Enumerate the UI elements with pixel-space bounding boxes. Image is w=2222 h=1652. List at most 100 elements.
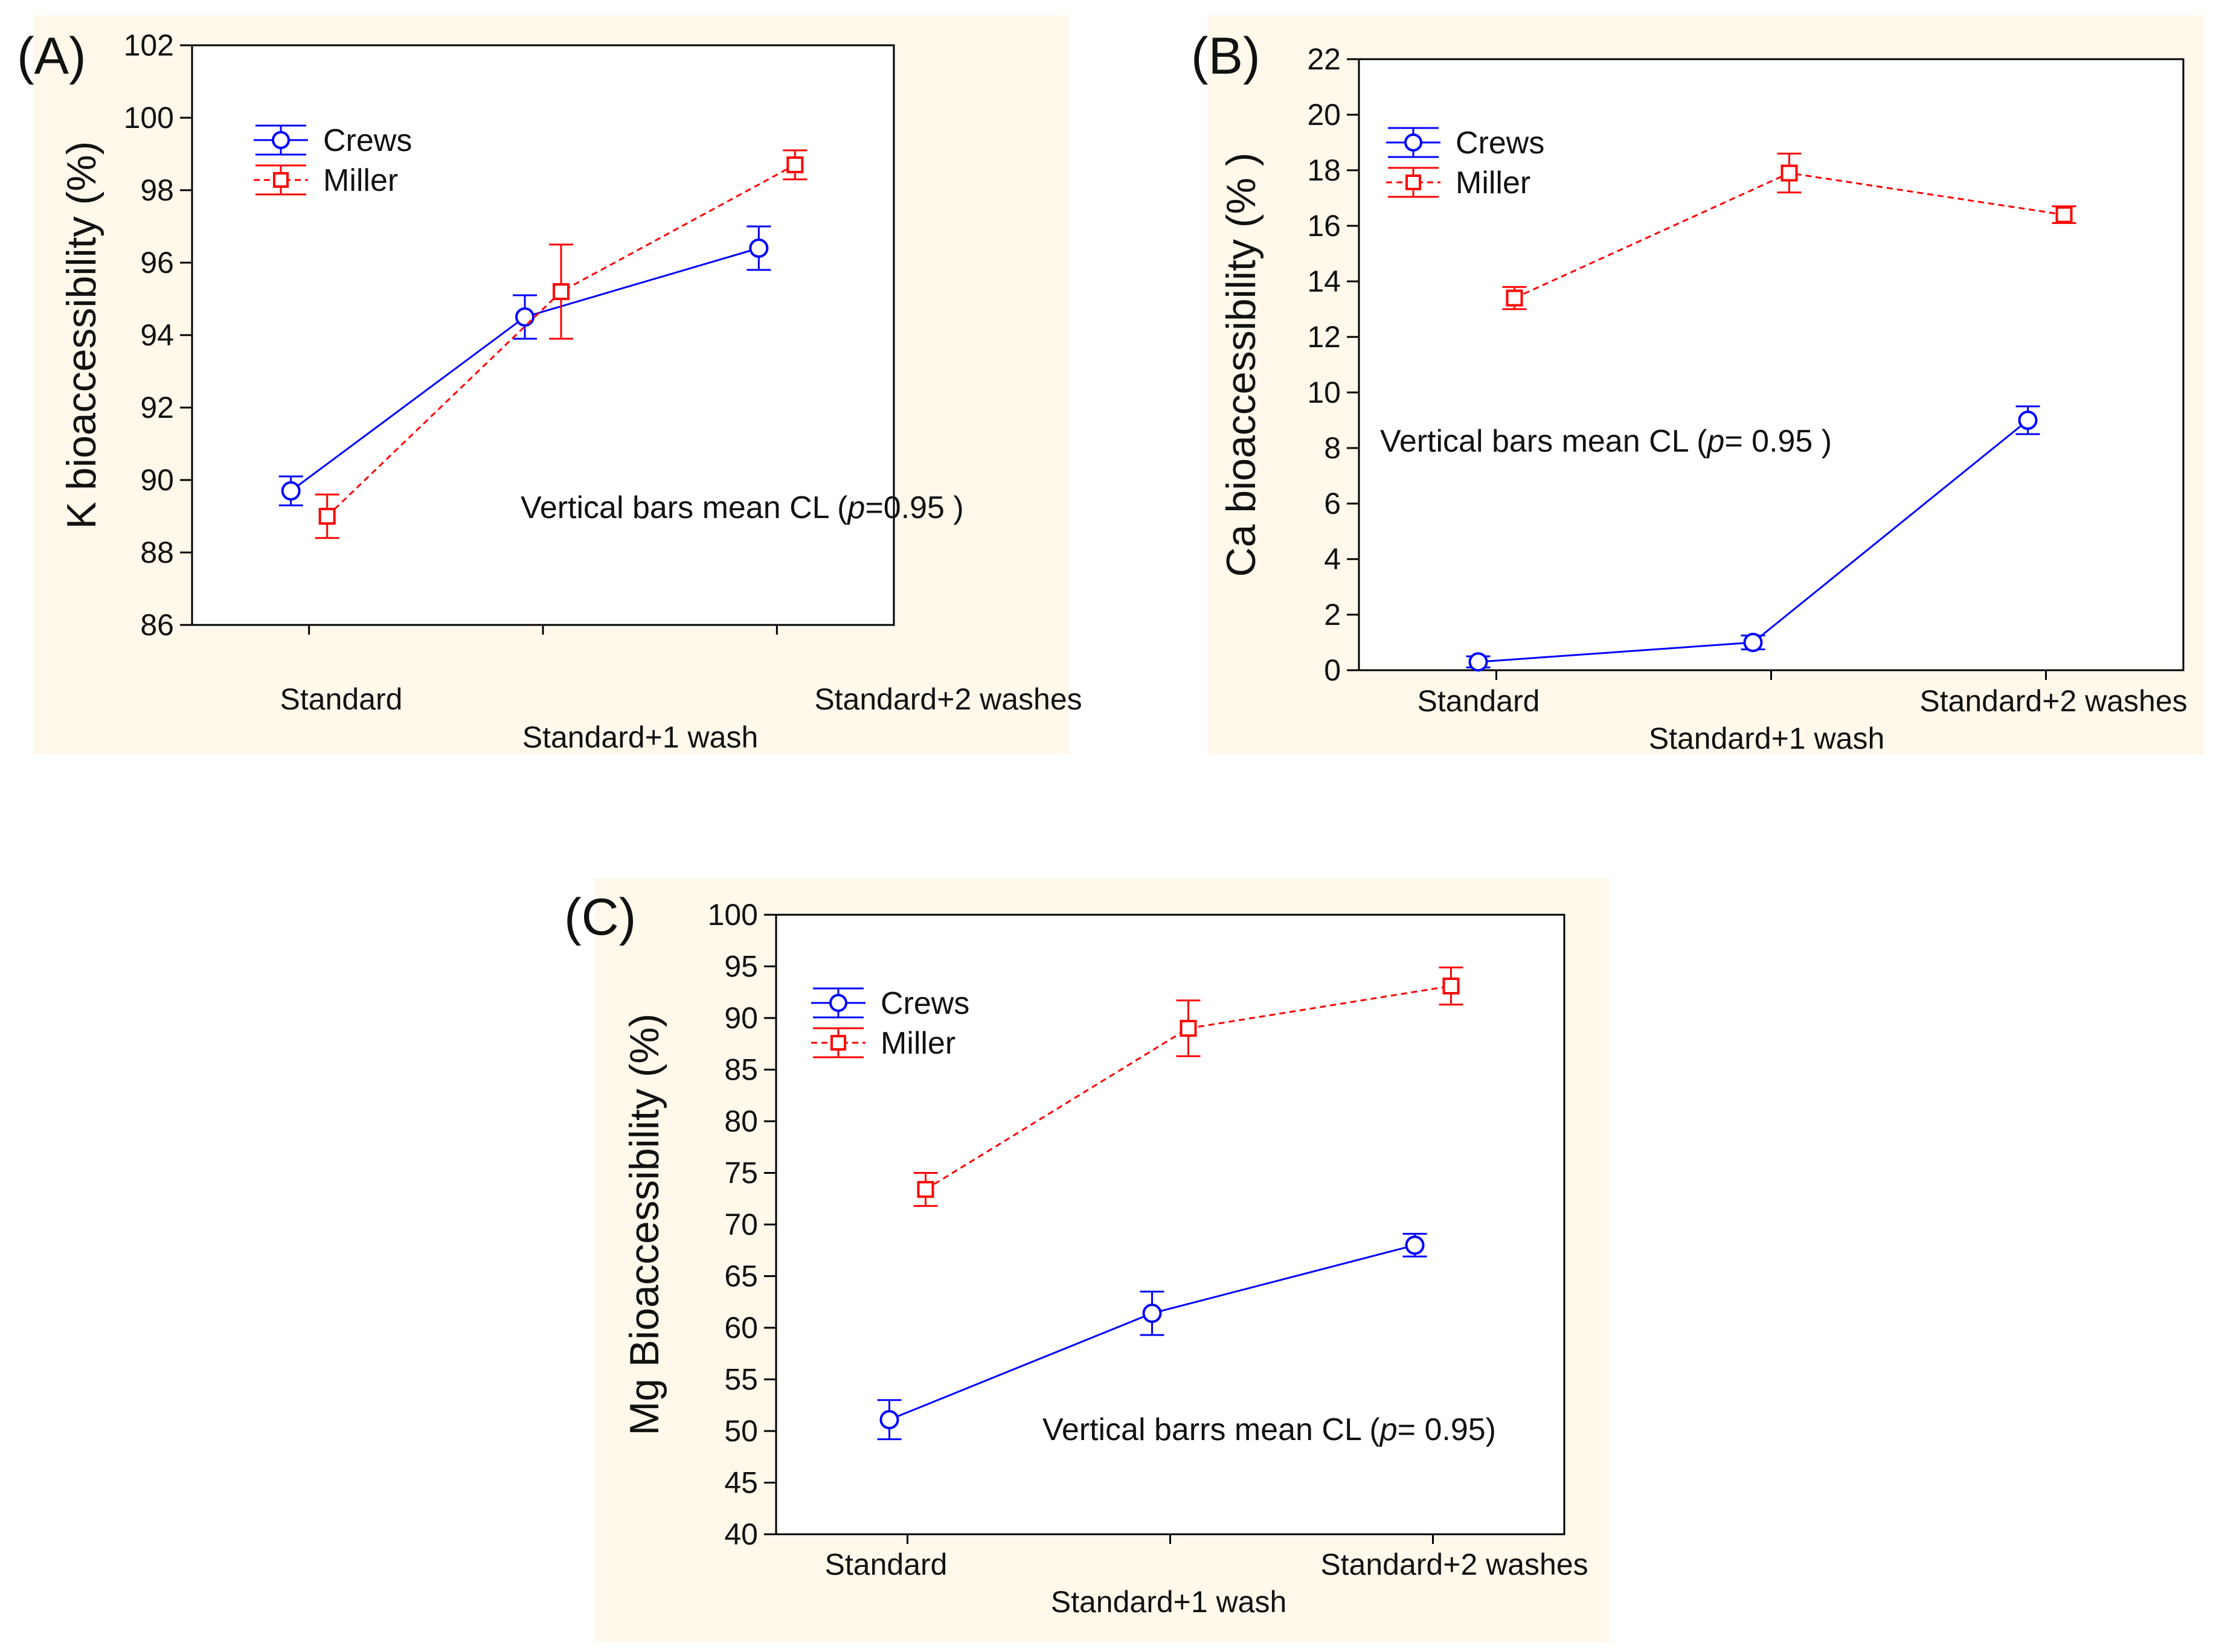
x-tick-label: Standard+2 washes bbox=[1919, 684, 2187, 718]
y-tick-label: 70 bbox=[724, 1208, 758, 1241]
legend-marker bbox=[1404, 133, 1422, 152]
y-tick-label: 92 bbox=[140, 391, 174, 424]
annotation-suffix: = 0.95 ) bbox=[1724, 424, 1832, 459]
y-tick-label: 2 bbox=[1324, 598, 1341, 632]
panel-a: (A) 86 88 90 92 94 96 98 100 102 K bioaccessibilit… bbox=[17, 15, 1082, 755]
y-tick-label: 80 bbox=[724, 1104, 758, 1138]
legend-label: Crews bbox=[881, 986, 969, 1021]
series-miller bbox=[1502, 152, 2076, 310]
legend: Crews Miller bbox=[811, 986, 969, 1061]
y-tick-label: 86 bbox=[140, 608, 174, 642]
legend-marker bbox=[272, 131, 290, 149]
x-tick-label: Standard+1 wash bbox=[1649, 722, 1885, 755]
data-point bbox=[1743, 633, 1763, 652]
data-point bbox=[786, 156, 804, 173]
y-tick-label: 94 bbox=[140, 318, 174, 352]
data-point bbox=[2055, 206, 2073, 223]
y-tick-label: 90 bbox=[140, 463, 174, 497]
y-tick-label: 16 bbox=[1307, 209, 1341, 243]
legend: Crews Miller bbox=[254, 123, 412, 198]
y-axis-label: Ca bioaccessibility (% ) bbox=[1218, 153, 1264, 577]
y-tick-label: 85 bbox=[724, 1053, 758, 1087]
legend: Crews Miller bbox=[1386, 126, 1544, 200]
panel-b: (B) 0 2 4 6 8 10 12 14 16 18 20 22 Ca bioaccessibilit… bbox=[1191, 15, 2204, 755]
x-tick-label: Standard bbox=[1418, 684, 1540, 718]
annotation: Vertical bars mean CL (p=0.95 ) bbox=[521, 490, 964, 525]
data-point bbox=[1468, 652, 1488, 672]
data-point bbox=[553, 283, 570, 300]
plot-area bbox=[191, 44, 895, 626]
legend-label: Miller bbox=[881, 1026, 955, 1061]
y-tick-label: 6 bbox=[1324, 487, 1341, 520]
legend-label: Crews bbox=[323, 123, 412, 158]
annotation-p: p bbox=[1379, 1412, 1398, 1447]
panel-label: (B) bbox=[1191, 27, 1260, 85]
annotation-suffix: =0.95 ) bbox=[865, 490, 963, 525]
y-tick-label: 88 bbox=[140, 536, 174, 569]
annotation-prefix: Vertical barrs mean CL ( bbox=[1042, 1412, 1380, 1447]
y-tick-label: 95 bbox=[724, 950, 758, 984]
x-tick-label: Standard bbox=[280, 682, 403, 716]
y-tick-label: 75 bbox=[724, 1156, 758, 1190]
y-tick-label: 96 bbox=[140, 246, 174, 280]
y-tick-label: 100 bbox=[124, 101, 174, 135]
y-tick-label: 18 bbox=[1307, 153, 1341, 187]
series-miller bbox=[913, 966, 1463, 1207]
plot-area bbox=[775, 914, 1565, 1535]
panel-label: (C) bbox=[564, 888, 636, 946]
plot-area bbox=[1358, 58, 2185, 671]
legend-label: Crews bbox=[1456, 126, 1544, 161]
y-tick-label: 90 bbox=[724, 1001, 758, 1035]
data-point bbox=[281, 481, 301, 501]
data-point bbox=[1405, 1235, 1425, 1255]
series-line bbox=[326, 164, 796, 517]
panel-label: (A) bbox=[17, 27, 86, 85]
y-tick-label: 98 bbox=[140, 173, 174, 207]
y-axis-label: K bioaccessibility (%) bbox=[59, 141, 104, 529]
data-point bbox=[1180, 1020, 1197, 1037]
annotation-prefix: Vertical bars mean CL ( bbox=[1380, 424, 1707, 459]
y-tick-label: 14 bbox=[1307, 264, 1341, 298]
data-point bbox=[749, 239, 769, 258]
y-tick-label: 8 bbox=[1324, 431, 1341, 465]
data-point bbox=[1442, 977, 1460, 994]
y-tick-label: 100 bbox=[708, 898, 758, 932]
y-tick-label: 4 bbox=[1324, 542, 1341, 576]
y-tick-label: 40 bbox=[724, 1517, 758, 1551]
legend-marker bbox=[273, 172, 289, 188]
y-tick-label: 20 bbox=[1307, 98, 1341, 132]
series-crews bbox=[278, 225, 771, 507]
series-miller bbox=[315, 149, 808, 539]
legend-marker bbox=[829, 994, 847, 1012]
legend-label: Miller bbox=[1456, 165, 1530, 200]
y-tick-label: 65 bbox=[724, 1260, 758, 1293]
panel-c: (C) 40 45 50 55 60 65 70 75 80 85 90 95 100 Mg Bioacce… bbox=[564, 879, 1610, 1642]
data-point bbox=[1142, 1304, 1162, 1324]
y-axis-label: Mg Bioaccessibility (%) bbox=[621, 1013, 667, 1435]
x-tick-label: Standard+2 washes bbox=[1320, 1548, 1588, 1581]
data-point bbox=[2018, 411, 2038, 430]
y-tick-label: 45 bbox=[724, 1466, 758, 1500]
y-tick-label: 0 bbox=[1324, 653, 1341, 687]
annotation: Vertical barrs mean CL (p= 0.95) bbox=[1042, 1412, 1496, 1447]
x-tick-label: Standard+1 wash bbox=[1051, 1585, 1287, 1619]
legend-marker bbox=[830, 1035, 846, 1051]
series-crews bbox=[877, 1232, 1427, 1441]
data-point bbox=[917, 1180, 934, 1198]
x-tick-label: Standard+2 washes bbox=[814, 682, 1082, 716]
series-crews bbox=[1466, 405, 2040, 672]
y-tick-label: 12 bbox=[1307, 320, 1341, 354]
annotation-suffix: = 0.95) bbox=[1398, 1412, 1496, 1447]
x-tick-label: Standard+1 wash bbox=[522, 720, 759, 754]
legend-label: Miller bbox=[323, 163, 398, 198]
x-tick-label: Standard bbox=[825, 1548, 948, 1581]
annotation-p: p bbox=[1706, 424, 1724, 459]
legend-marker bbox=[1405, 174, 1421, 190]
y-tick-label: 102 bbox=[124, 28, 174, 62]
data-point bbox=[1780, 164, 1798, 182]
data-point bbox=[1506, 289, 1523, 307]
y-tick-label: 10 bbox=[1307, 376, 1341, 409]
data-point bbox=[515, 307, 535, 327]
y-tick-label: 50 bbox=[724, 1414, 758, 1448]
